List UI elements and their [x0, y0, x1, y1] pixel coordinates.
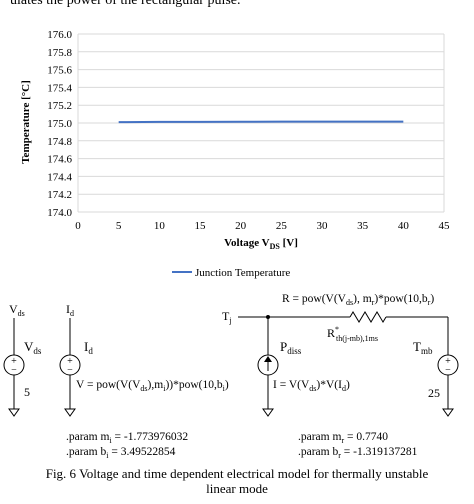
x-tick-label: 45 — [439, 220, 451, 232]
id-formula: V = pow(V(Vds),mi))*pow(10,bi) — [76, 379, 229, 393]
x-tick-label: 35 — [357, 220, 369, 232]
y-tick-label: 175.0 — [47, 118, 72, 130]
rth-label: R — [327, 326, 335, 340]
svg-text:R*th(j-mb),1ms: R* th(j-mb),1ms — [327, 325, 378, 343]
svg-text:−: − — [67, 365, 73, 376]
y-tick-label: 175.6 — [47, 65, 72, 77]
electrical-model-schematic: Vds + − Vds 5 Id + − Id V = pow(V(Vds),m… — [3, 293, 459, 460]
caption-line-1: Fig. 6 Voltage and time dependent electr… — [45, 466, 429, 481]
x-tick-label: 30 — [317, 220, 329, 232]
svg-text:−: − — [11, 365, 17, 376]
tmb-value: 25 — [428, 386, 440, 400]
svg-text:+: + — [445, 356, 451, 367]
chart-legend: Junction Temperature — [172, 267, 290, 279]
y-tick-label: 174.0 — [47, 207, 72, 219]
y-tick-label: 174.8 — [47, 136, 72, 148]
svg-text:Id: Id — [84, 339, 93, 356]
y-tick-label: 174.4 — [47, 171, 72, 183]
svg-text:Tmb: Tmb — [413, 339, 433, 356]
svg-text:Pdiss: Pdiss — [280, 339, 302, 356]
svg-text:Tj: Tj — [222, 309, 232, 325]
svg-text:+: + — [67, 356, 73, 367]
series-line-junction-temperature — [118, 120, 404, 124]
id-node-label: I — [66, 302, 70, 316]
y-tick-label: 176.0 — [47, 29, 72, 41]
vds-source-label: V — [24, 339, 34, 354]
vds-source: Vds + − Vds 5 — [3, 302, 42, 417]
param-bi: .param bi = 3.49522854 — [66, 446, 176, 460]
param-mi: .param mi = -1.773976032 — [66, 431, 188, 445]
y-tick-label: 175.4 — [47, 82, 72, 94]
y-tick-label: 174.2 — [47, 189, 72, 201]
y-tick-label: 175.2 — [47, 100, 72, 112]
svg-text:Vds: Vds — [9, 302, 25, 318]
vds-value: 5 — [24, 385, 30, 399]
resistor-symbol — [349, 311, 387, 323]
x-tick-label: 25 — [276, 220, 288, 232]
pdiss-label: P — [280, 339, 287, 354]
param-br: .param br = -1.319137281 — [298, 446, 418, 460]
svg-text:Id: Id — [66, 302, 74, 318]
thermal-network: R = pow(V(Vds), mr)*pow(10,br) Tj R* th(j… — [222, 293, 459, 460]
pdiss-formula: I = V(Vds)*V(Id) — [273, 379, 350, 393]
svg-text:−: − — [445, 365, 451, 376]
x-tick-labels: 0 5 10 15 20 25 30 35 40 45 — [75, 220, 450, 232]
x-tick-label: 10 — [154, 220, 166, 232]
svg-text:+: + — [11, 356, 17, 367]
figure-caption: Fig. 6 Voltage and time dependent electr… — [0, 466, 474, 496]
id-source: Id + − Id V = pow(V(Vds),mi))*pow(10,bi)… — [59, 302, 229, 460]
tj-label: T — [222, 309, 230, 323]
caption-line-2: linear mode — [206, 481, 268, 496]
legend-label: Junction Temperature — [195, 267, 290, 279]
x-tick-label: 40 — [398, 220, 410, 232]
x-tick-label: 5 — [116, 220, 122, 232]
vds-node-label: V — [9, 302, 18, 316]
x-tick-label: 20 — [235, 220, 247, 232]
y-tick-label: 175.8 — [47, 47, 72, 59]
chart-series — [118, 120, 404, 124]
id-source-label: I — [84, 339, 88, 354]
param-mr: .param mr = 0.7740 — [298, 431, 388, 445]
svg-text:Vds: Vds — [24, 339, 42, 356]
y-axis-label: Temperature [°C] — [20, 80, 32, 164]
r-formula: R = pow(V(Vds), mr)*pow(10,br) — [282, 293, 434, 307]
x-tick-label: 0 — [75, 220, 81, 232]
body-text-fragment: ulates the power of the rectangular puls… — [10, 0, 241, 8]
y-tick-labels: 174.0 174.2 174.4 174.6 174.8 175.0 175.2 175.4… — [47, 29, 72, 219]
temperature-chart: 174.0 174.2 174.4 174.6 174.8 175.0 175.2 175.4… — [20, 29, 450, 279]
x-tick-label: 15 — [195, 220, 207, 232]
tmb-label: T — [413, 339, 421, 354]
y-tick-label: 174.6 — [47, 154, 72, 166]
x-axis-label: Voltage VDS [V] — [224, 237, 298, 251]
